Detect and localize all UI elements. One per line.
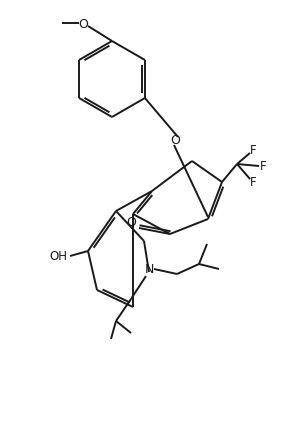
Text: O: O	[170, 134, 180, 147]
Text: F: F	[260, 160, 266, 173]
Text: F: F	[250, 144, 256, 157]
Text: F: F	[250, 176, 256, 189]
Text: O: O	[78, 17, 88, 30]
Text: OH: OH	[49, 250, 67, 263]
Text: O: O	[126, 216, 136, 229]
Text: N: N	[144, 263, 154, 276]
